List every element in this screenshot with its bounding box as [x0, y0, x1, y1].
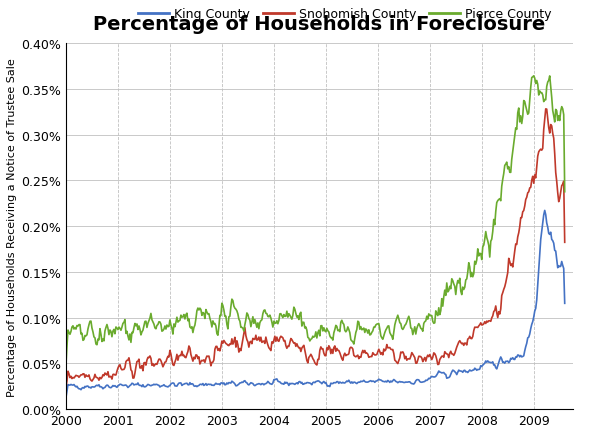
- Line: Pierce County: Pierce County: [66, 77, 565, 365]
- Snohomish County: [299, 344, 307, 349]
- Snohomish County: [550, 136, 557, 141]
- Line: Snohomish County: Snohomish County: [66, 110, 565, 388]
- Pierce County: [332, 323, 340, 328]
- Snohomish County: [332, 349, 340, 354]
- King County: [299, 382, 307, 387]
- Pierce County: [359, 327, 367, 332]
- Snohomish County: [471, 325, 478, 330]
- King County: [332, 380, 340, 385]
- Y-axis label: Percentage of Households Receiving a Notice of Trustee Sale: Percentage of Households Receiving a Not…: [7, 58, 17, 396]
- Pierce County: [530, 74, 538, 79]
- Pierce County: [471, 259, 478, 264]
- King County: [561, 301, 568, 306]
- Snohomish County: [359, 348, 367, 353]
- Title: Percentage of Households in Foreclosure: Percentage of Households in Foreclosure: [93, 15, 545, 34]
- Pierce County: [299, 320, 307, 325]
- King County: [302, 381, 310, 386]
- Line: King County: King County: [66, 211, 565, 398]
- Snohomish County: [561, 240, 568, 245]
- King County: [359, 379, 367, 384]
- Pierce County: [62, 362, 70, 368]
- King County: [62, 395, 70, 400]
- Snohomish County: [542, 107, 550, 112]
- Snohomish County: [302, 353, 310, 358]
- King County: [550, 241, 557, 246]
- Legend: King County, Snohomish County, Pierce County: King County, Snohomish County, Pierce Co…: [133, 3, 557, 26]
- Pierce County: [302, 325, 310, 330]
- Snohomish County: [62, 385, 70, 390]
- King County: [541, 208, 548, 214]
- Pierce County: [550, 114, 557, 119]
- Pierce County: [561, 190, 568, 195]
- King County: [471, 366, 478, 371]
